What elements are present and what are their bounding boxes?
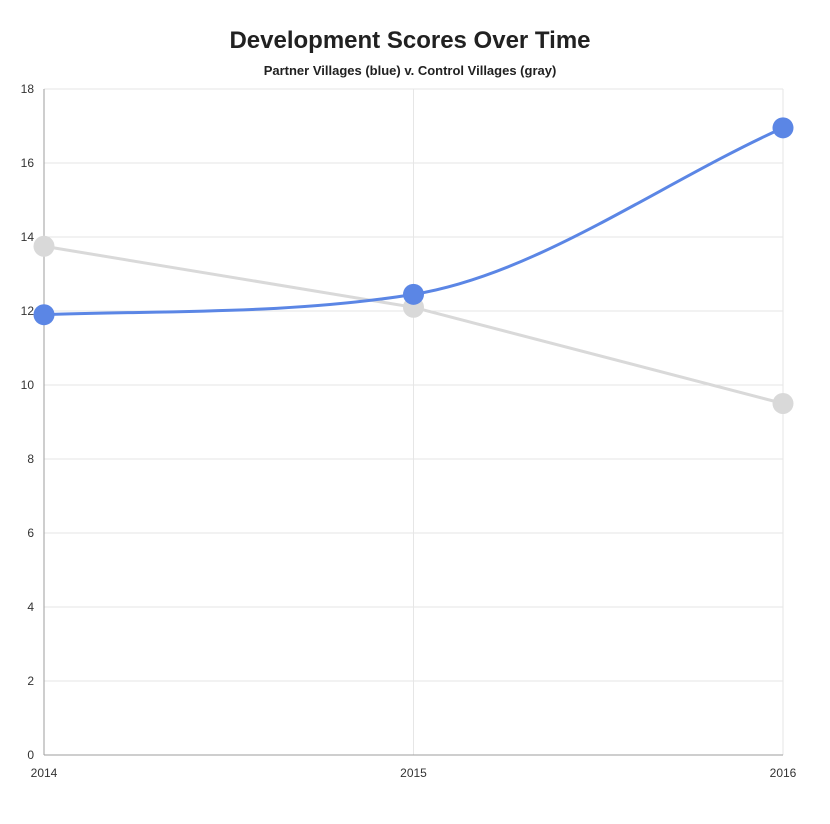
- gridlines: [44, 88, 784, 755]
- x-tick-label: 2015: [400, 766, 427, 780]
- y-tick-label: 12: [21, 304, 35, 318]
- y-tick-label: 2: [27, 674, 34, 688]
- x-tick-label: 2016: [770, 766, 797, 780]
- y-tick-label: 0: [27, 748, 34, 762]
- y-tick-label: 8: [27, 452, 34, 466]
- x-tick-label: 2014: [31, 766, 58, 780]
- y-tick-label: 18: [21, 82, 35, 96]
- series-1-point[interactable]: [403, 283, 424, 305]
- chart-title: Development Scores Over Time: [229, 27, 590, 54]
- series-1-point[interactable]: [772, 117, 794, 139]
- y-tick-label: 6: [27, 526, 34, 540]
- y-tick-label: 16: [21, 156, 35, 170]
- data-points: [33, 117, 794, 414]
- tick-labels: 0 2 4 6 8 10 12 14 16 18 2014 2015 2016: [21, 82, 797, 780]
- series-1-point[interactable]: [33, 304, 55, 326]
- y-tick-label: 10: [21, 378, 35, 392]
- axes: [43, 89, 783, 756]
- series-0-point[interactable]: [772, 393, 794, 414]
- chart-subtitle: Partner Villages (blue) v. Control Villa…: [264, 63, 557, 78]
- y-tick-label: 4: [27, 600, 34, 614]
- series-0-point[interactable]: [33, 235, 55, 257]
- y-tick-label: 14: [21, 230, 35, 244]
